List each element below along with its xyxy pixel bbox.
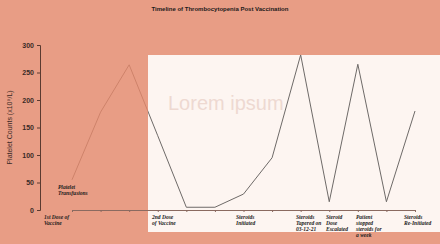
x-tick-mark: [272, 210, 273, 212]
y-tick-label: 150: [22, 124, 34, 131]
x-tick: [358, 210, 359, 212]
background-overlay: [0, 0, 440, 244]
x-tick: [72, 210, 73, 212]
x-tick-mark: [244, 210, 245, 212]
x-tick-mark: [329, 210, 330, 212]
x-tick: [329, 210, 330, 212]
y-tick-mark: [37, 128, 40, 129]
annotation: SteroidsInitiated: [235, 214, 256, 226]
x-tick-mark: [215, 210, 216, 212]
watermark: Lorem ipsum: [168, 92, 284, 114]
annotation: SteroidsTapered on03-12-21: [296, 214, 321, 232]
y-tick-label: 200: [22, 97, 34, 104]
x-tick-mark: [101, 210, 102, 212]
y-tick-label: 300: [22, 42, 34, 49]
x-tick: [415, 210, 416, 212]
x-tick-mark: [386, 210, 387, 212]
y-tick-mark: [37, 155, 40, 156]
y-tick-mark: [37, 73, 40, 74]
annotation: PlateletTransfusions: [58, 184, 88, 196]
y-tick-mark: [37, 45, 40, 46]
x-tick-mark: [186, 210, 187, 212]
x-axis: [73, 210, 416, 212]
y-tick-label: 0: [30, 207, 34, 214]
x-tick-mark: [301, 210, 302, 212]
x-tick: [272, 210, 273, 212]
x-tick-mark: [158, 210, 159, 212]
x-tick-mark: [129, 210, 130, 212]
x-tick: [186, 210, 187, 212]
x-tick-mark: [358, 210, 359, 212]
y-tick: 150: [22, 124, 40, 131]
annotation: 1st Dose ofVaccine: [44, 214, 70, 226]
y-axis-title: Platelet Counts (x10⁹/L): [6, 90, 14, 164]
x-tick: [101, 210, 102, 212]
x-tick: [158, 210, 159, 212]
y-tick-mark: [37, 183, 40, 184]
y-tick-label: 250: [22, 69, 34, 76]
x-axis-line: [73, 211, 416, 213]
title: Timeline of Thrombocytopenia Post Vaccin…: [152, 6, 289, 12]
background: [0, 0, 440, 244]
y-tick: 300: [22, 42, 40, 49]
annotation: Patientstoppedsteroids fora week: [355, 214, 382, 238]
y-tick: 50: [26, 179, 40, 186]
y-tick: 0: [30, 207, 40, 214]
y-tick-label: 100: [22, 152, 34, 159]
x-tick: [301, 210, 302, 212]
y-tick-mark: [37, 210, 40, 211]
x-tick-mark: [72, 210, 73, 212]
y-axis: 0 50 100 150 200 250 300: [22, 42, 40, 214]
panel: [148, 55, 440, 232]
x-tick-mark: [415, 210, 416, 212]
annotation: SteroidDoseEscalated: [325, 214, 348, 232]
x-tick: [129, 210, 130, 212]
chart: Lorem ipsum 0 50 100 150 200 250 300 Timeline of…: [0, 0, 440, 244]
annotation: 2nd Doseof Vaccine: [151, 214, 176, 226]
y-tick: 100: [22, 152, 40, 159]
y-tick-mark: [37, 100, 40, 101]
annotation: SteroidsRe-Initiated: [403, 214, 431, 226]
x-tick: [244, 210, 245, 212]
y-tick: 200: [22, 97, 40, 104]
y-tick: 250: [22, 69, 40, 76]
x-tick: [386, 210, 387, 212]
x-tick: [215, 210, 216, 212]
y-axis-line: [37, 46, 41, 211]
y-tick-label: 50: [26, 179, 34, 186]
